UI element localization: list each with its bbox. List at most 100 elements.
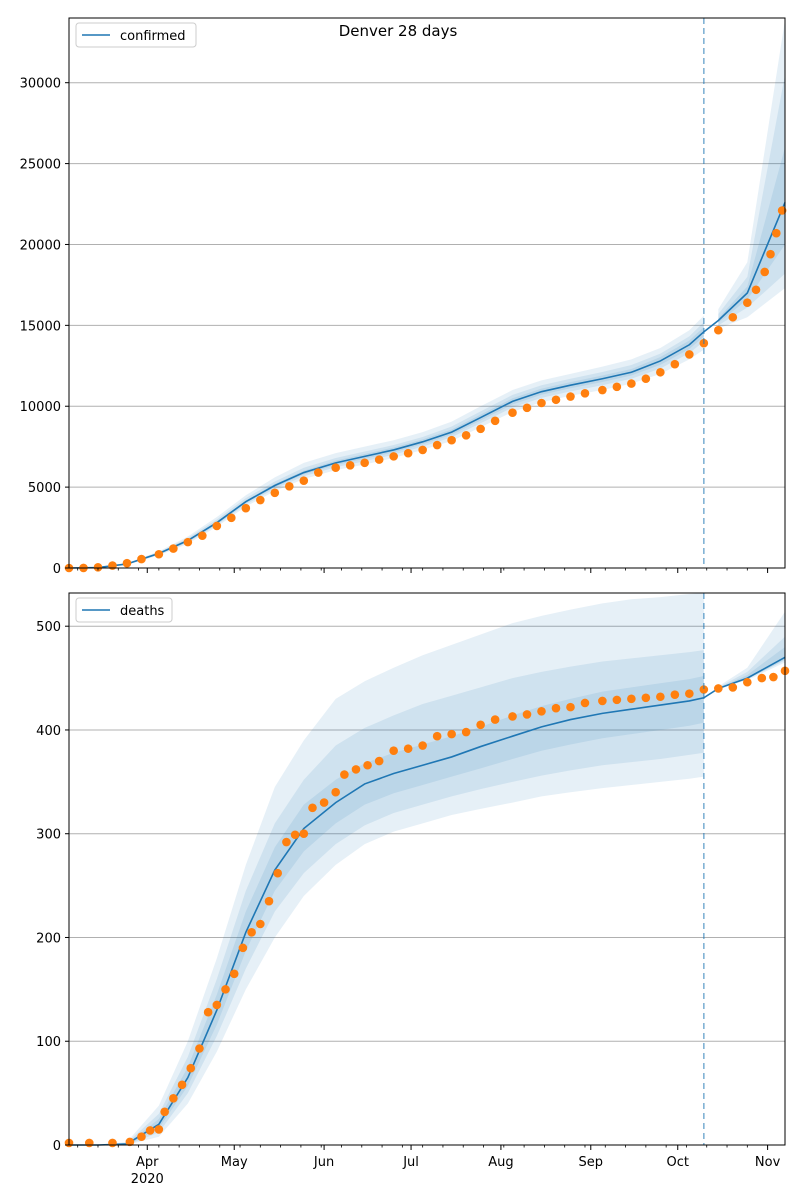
observed-point [256,495,265,505]
observed-point [777,206,787,215]
confidence-band-1 [69,315,704,568]
y-tick-label: 200 [36,931,61,946]
observed-point [285,482,294,491]
observed-point [656,692,665,702]
observed-point [122,558,132,568]
confidence-band-2 [718,74,785,326]
observed-point [212,1000,222,1010]
y-tick-label: 100 [36,1035,61,1050]
observed-point [641,693,651,703]
observed-point [247,927,256,937]
observed-point [627,694,636,704]
observed-point [522,403,532,413]
observed-point [728,312,738,322]
observed-point [418,741,427,750]
y-tick-label: 20000 [20,238,61,253]
grid-lines [69,625,785,1042]
observed-point [447,435,456,445]
y-tick-label: 10000 [20,400,61,415]
legend-box [75,22,197,48]
observed-point [169,544,178,553]
observed-point [145,1126,155,1135]
observed-point [490,715,500,724]
observed-point [537,706,546,716]
x-year-label: 2020 [131,1172,164,1187]
observed-point [360,458,369,468]
y-tick-label: 0 [53,1139,61,1154]
x-tick-label: May [221,1155,248,1170]
confidence-band-1 [69,593,704,1145]
observed-point [154,1125,164,1134]
observed-point [508,712,517,721]
observed-point [160,1107,169,1117]
y-tick-label: 5000 [28,481,61,496]
observed-point [476,720,485,730]
confidence-band-2 [718,636,785,689]
observed-point [308,803,317,813]
observed-point [137,1132,146,1141]
observed-point [580,698,590,708]
observed-point [93,563,103,572]
observed-point [299,476,309,485]
y-tick-label: 500 [36,620,61,635]
observed-point [229,969,239,979]
chart-title: Denver 28 days [339,22,458,40]
observed-point [566,392,575,401]
observed-point [612,695,622,705]
confidence-band-2 [69,650,704,1145]
observed-point [461,727,471,737]
observed-point [670,690,680,699]
observed-point [522,710,532,719]
y-tick-label: 300 [36,828,61,843]
observed-point [227,513,236,523]
observed-point [238,943,248,953]
observed-point [403,744,413,753]
observed-point [612,382,622,392]
y-tick-label: 0 [53,562,61,577]
observed-point [418,445,427,455]
x-tick-label: Jul [402,1155,419,1170]
observed-point [345,460,355,470]
observed-point [183,537,193,547]
observed-point [290,830,300,840]
legend: deaths [75,597,173,623]
observed-point [728,683,738,692]
observed-point [340,770,349,779]
observed-point [551,395,561,405]
y-tick-label: 15000 [20,319,61,334]
observed-point [714,325,723,335]
observed-point [108,1138,117,1148]
observed-point [241,503,251,513]
observed-point [580,388,590,398]
observed-point [627,379,636,388]
observed-point [685,689,694,698]
observed-point [374,455,384,464]
grid-lines [69,82,785,488]
observed-point [256,919,265,929]
observed-point [566,702,575,712]
observed-point [743,298,752,308]
observed-point [169,1094,178,1103]
x-tick-label: Nov [755,1155,781,1170]
x-tick-label: Aug [488,1155,513,1170]
observed-point [757,673,767,683]
observed-point [461,431,471,440]
observed-point [508,408,517,418]
observed-point [299,829,309,839]
observed-point [137,554,146,564]
y-tick-label: 30000 [20,77,61,92]
observed-point [195,1044,204,1053]
observed-point [699,685,709,694]
confirmed-panel: 0 5000 10000 15000 20000 25000 30000 confirmed [20,17,787,577]
observed-point [125,1137,135,1147]
observed-point [537,398,546,408]
observed-point [84,1138,94,1148]
observed-point [743,677,752,687]
observed-point [769,672,778,682]
model-line [68,202,786,569]
observed-point [656,367,665,377]
observed-point [154,549,164,559]
observed-point [598,385,607,395]
